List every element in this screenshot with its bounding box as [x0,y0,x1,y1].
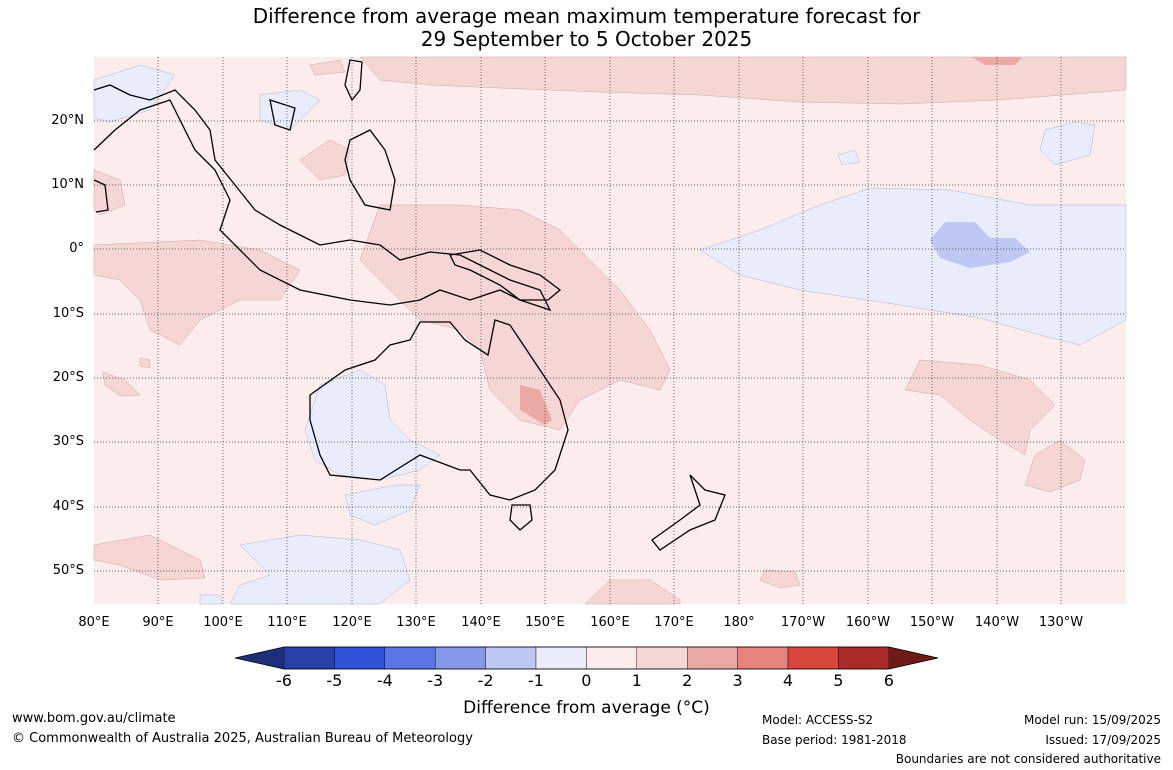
colorbar-tick-label: -2 [477,671,494,690]
colorbar-tick-label: -4 [376,671,393,690]
lon-label-160w: 160°W [845,615,891,630]
colorbar-tick-label: -5 [326,671,343,690]
colorbar-swatch [636,646,688,670]
colorbar-tick-label: -6 [276,671,292,690]
footer-website: www.bom.gov.au/climate [12,711,176,726]
colorbar-swatch [283,646,335,670]
colorbar-tick-label: 5 [833,671,844,690]
colorbar-swatch [787,646,839,670]
colorbar-swatches [283,646,890,670]
lon-label-120e: 120°E [332,615,372,630]
lat-label-10s: 10°S [52,306,84,321]
lon-label-140e: 140°E [461,615,501,630]
lon-label-90e: 90°E [142,615,174,630]
footer-issued: Issued: 17/09/2025 [1045,733,1161,747]
colorbar-swatch [535,646,587,670]
lat-label-20s: 20°S [52,370,84,385]
lat-label-0: 0° [69,241,84,256]
lat-label-50s: 50°S [52,563,84,578]
lon-label-130e: 130°E [396,615,436,630]
colorbar-swatch [586,646,638,670]
colorbar-tick-label: 2 [682,671,693,690]
lon-label-130w: 130°W [1038,615,1084,630]
lon-label-80e: 80°E [78,615,110,630]
graticule [94,57,1126,604]
colorbar-tick-label: 3 [732,671,743,690]
lon-label-100e: 100°E [203,615,243,630]
coastlines [93,59,726,551]
footer-copyright: © Commonwealth of Australia 2025, Austra… [12,731,473,746]
colorbar-tick-label: -1 [528,671,544,690]
lat-label-20n: 20°N [51,113,84,128]
lat-label-40s: 40°S [52,499,84,514]
lat-label-30s: 30°S [52,434,84,449]
map-title-line2: 29 September to 5 October 2025 [420,27,753,51]
cooler-anomaly-regions [930,222,1030,268]
footer-disclaimer: Boundaries are not considered authoritat… [895,752,1161,766]
colorbar-swatch [334,646,385,670]
colorbar-swatch [384,646,436,670]
colorbar-swatch [687,646,738,670]
cool-anomaly-regions [93,64,1127,605]
lon-label-110e: 110°E [267,615,307,630]
colorbar-swatch [435,646,486,670]
footer-model: Model: ACCESS-S2 [762,713,874,727]
colorbar-swatch [485,646,537,670]
lon-label-160e: 160°E [590,615,630,630]
lon-label-170w: 170°W [780,615,826,630]
lon-label-170e: 170°E [654,615,694,630]
colorbar-tick-label: 1 [631,671,642,690]
colorbar-tick-label: 4 [782,671,794,690]
colorbar-swatch [838,646,890,670]
colorbar-high-extend [889,647,938,669]
map-title-line1: Difference from average mean maximum tem… [252,4,921,28]
colorbar-tick-label: -3 [427,671,444,690]
colorbar-tick-label: 0 [581,671,592,690]
lon-label-150w: 150°W [909,615,955,630]
colorbar-label: Difference from average (°C) [463,698,710,718]
footer-model-run: Model run: 15/09/2025 [1023,713,1161,727]
colorbar-tick-label: 6 [883,671,894,690]
footer-base-period: Base period: 1981-2018 [762,733,907,747]
lat-label-10n: 10°N [51,177,84,192]
warm-anomaly-regions [93,56,1127,605]
lon-label-140w: 140°W [974,615,1020,630]
colorbar-swatch [737,646,789,670]
colorbar [234,646,939,670]
lon-label-150e: 150°E [525,615,565,630]
colorbar-low-extend [235,647,284,669]
lon-label-180: 180° [723,615,755,630]
